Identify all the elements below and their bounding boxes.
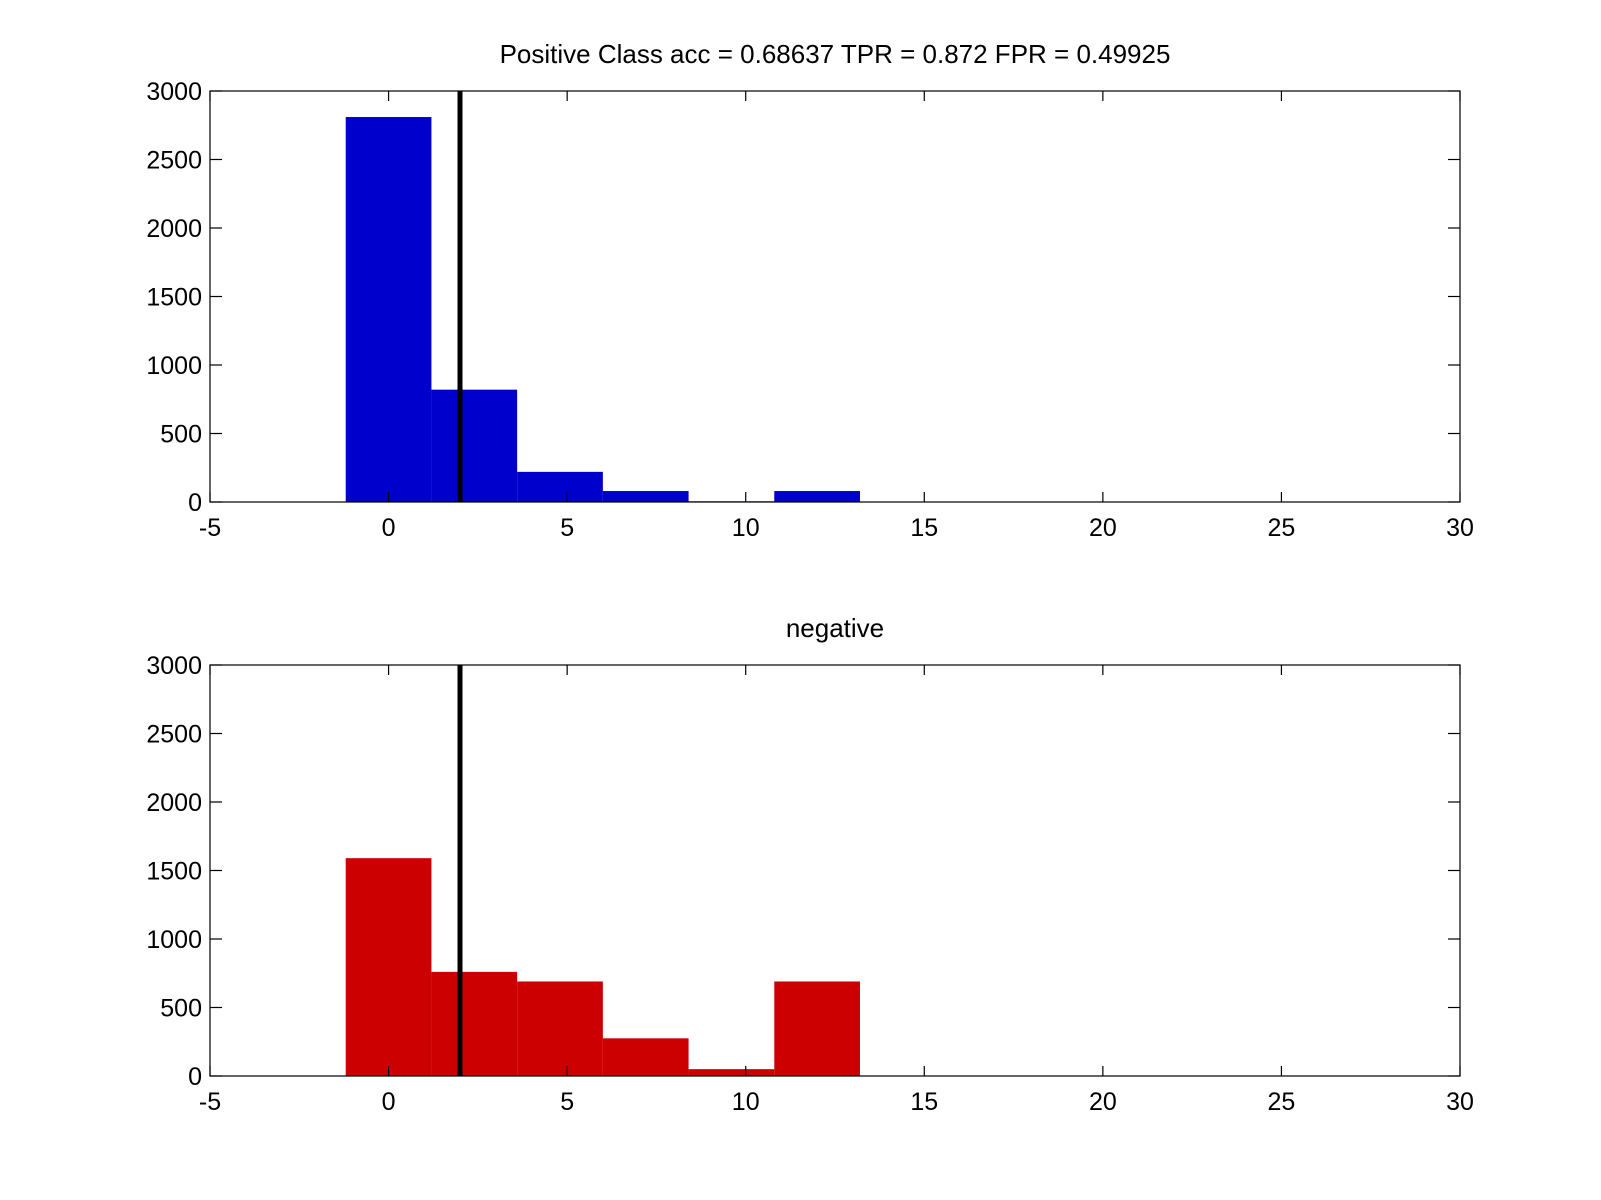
y-tick-label: 2500	[146, 721, 202, 749]
y-tick-label: 0	[188, 1063, 202, 1091]
x-tick-label: -5	[199, 514, 221, 542]
histogram-bar	[345, 117, 432, 502]
x-tick-label: 30	[1446, 514, 1474, 542]
histogram-bar	[774, 981, 860, 1076]
histogram-bar	[517, 981, 603, 1076]
x-tick-label: 10	[732, 1088, 760, 1116]
histogram-bar	[602, 491, 689, 502]
y-tick-label: 2000	[146, 789, 202, 817]
y-tick-label: 3000	[146, 78, 202, 106]
x-tick-label: 20	[1089, 514, 1117, 542]
histogram-bar	[431, 971, 518, 1076]
x-tick-label: 5	[560, 514, 574, 542]
y-tick-label: 500	[160, 421, 202, 449]
chart-title: Positive Class acc = 0.68637 TPR = 0.872…	[500, 39, 1171, 69]
y-tick-label: 1000	[146, 926, 202, 954]
x-tick-label: 30	[1446, 1088, 1474, 1116]
x-tick-label: 25	[1268, 514, 1296, 542]
x-tick-label: 5	[560, 1088, 574, 1116]
x-tick-label: -5	[199, 1088, 221, 1116]
y-tick-label: 500	[160, 995, 202, 1023]
y-tick-label: 1500	[146, 858, 202, 886]
histogram-bar	[431, 389, 518, 502]
chart-title: negative	[786, 613, 884, 643]
x-tick-label: 0	[382, 1088, 396, 1116]
y-tick-label: 2500	[146, 147, 202, 175]
histogram-bar	[517, 471, 603, 502]
x-tick-label: 0	[382, 514, 396, 542]
subplot-negative: negative -5 0 5 10 15 20 25 3005001000150020002…	[146, 613, 1474, 1116]
y-tick-label: 2000	[146, 215, 202, 243]
x-tick-label: 15	[910, 514, 938, 542]
histogram-bar	[345, 858, 432, 1076]
y-tick-label: 3000	[146, 652, 202, 680]
x-tick-label: 15	[910, 1088, 938, 1116]
y-tick-label: 0	[188, 489, 202, 517]
x-tick-label: 20	[1089, 1088, 1117, 1116]
x-tick-label: 10	[732, 514, 760, 542]
subplot-positive: Positive Class acc = 0.68637 TPR = 0.872…	[146, 39, 1474, 542]
x-tick-label: 25	[1268, 1088, 1296, 1116]
y-tick-label: 1000	[146, 352, 202, 380]
histogram-bar	[774, 491, 860, 502]
y-tick-label: 1500	[146, 284, 202, 312]
histogram-bar	[602, 1038, 689, 1076]
histogram-bar	[688, 1069, 775, 1076]
